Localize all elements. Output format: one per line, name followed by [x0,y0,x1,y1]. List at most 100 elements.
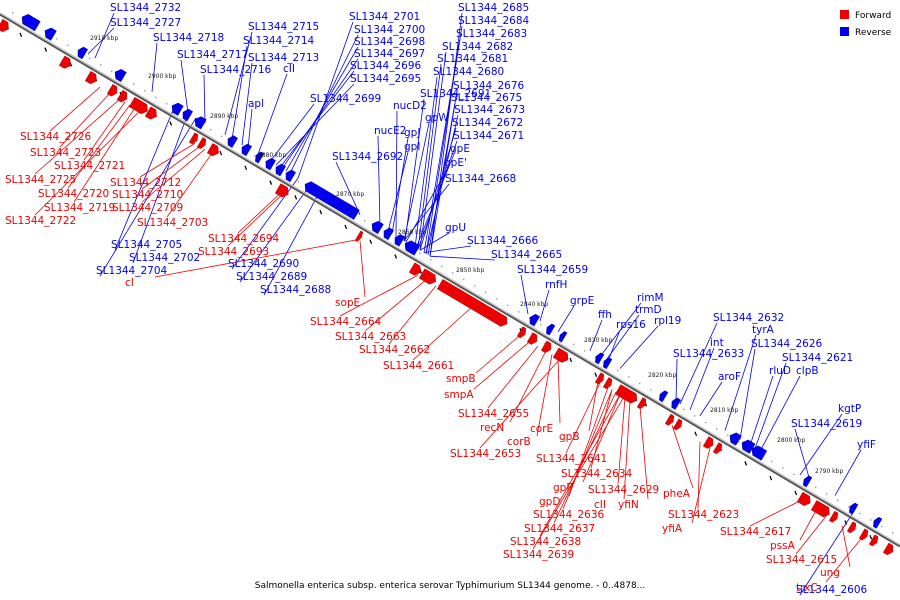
forward-gene-label: SL1344_2634 [561,468,633,480]
forward-gene-label: SL1344_2703 [137,217,208,229]
backbone-mark [769,475,773,481]
reverse-gene-label: SL1344_2689 [236,271,307,283]
reverse-gene-label: SL1344_2621 [782,352,853,364]
reverse-leader-line [607,329,621,362]
backbone-dot [133,83,135,86]
forward-gene-arrow [58,55,71,69]
reverse-gene-label: SL1344_2683 [456,28,527,40]
forward-leader-line [841,525,851,568]
backbone-mark [319,209,323,215]
forward-gene-arrow [128,97,148,115]
reverse-gene-arrow [194,116,207,130]
backbone-dot [364,220,366,222]
forward-leader-line [617,397,626,485]
forward-gene-label: SL1344_2639 [503,549,574,561]
forward-leader-line [539,394,621,537]
tick-label: 2800 kbp [777,437,805,444]
backbone-dot [870,519,872,521]
forward-gene-label: SL1344_2709 [112,202,183,214]
backbone-dot [12,12,14,14]
backbone-dot [452,272,454,274]
reverse-leader-line [269,103,315,162]
reverse-gene-arrow [803,475,813,488]
reverse-gene-label: gpI [404,141,420,153]
forward-leader-line [479,358,561,449]
reverse-gene-label: SL1344_2680 [433,66,504,78]
reverse-gene-arrow [182,108,193,122]
forward-gene-label: SL1344_2719 [44,202,115,214]
reverse-gene-label: SL1344_2691 [420,88,491,100]
reverse-gene-label: SL1344_2665 [491,249,562,261]
reverse-gene-label: SL1344_2702 [129,252,200,264]
reverse-leader-line [759,375,801,452]
forward-leader-line [565,382,601,454]
backbone-dot [826,493,828,495]
backbone-mark [244,165,248,171]
backbone-dot [210,129,212,131]
forward-leader-line [795,516,827,555]
forward-gene-label: SL1344_2722 [5,215,76,227]
backbone-dot [265,161,267,164]
reverse-gene-label: rimM [637,292,664,304]
forward-leader-line [237,193,281,234]
forward-gene-label: SL1344_2623 [668,509,739,521]
forward-gene-arrow [594,372,605,385]
forward-gene-arrow [882,542,894,556]
tick-label: 2820 kbp [648,372,676,379]
reverse-gene-arrow [849,502,859,515]
backbone-mark [369,239,373,244]
backbone-dot [727,434,729,437]
backbone-dot [639,382,641,385]
forward-gene-arrow [116,89,128,103]
forward-gene-arrow [702,436,714,449]
reverse-gene-label: grpE [570,295,594,307]
reverse-leader-line [297,21,354,179]
reverse-gene-label: SL1344_2666 [467,235,539,247]
forward-gene-arrow [144,106,157,120]
reverse-leader-line [739,348,756,440]
reverse-gene-label: apl [248,98,264,110]
reverse-gene-arrow [729,432,742,446]
reverse-gene-label: SL1344_2676 [453,80,525,92]
forward-leader-line [639,406,649,500]
legend-reverse-label: Reverse [855,28,892,38]
forward-gene-label: ung [820,567,840,579]
reverse-leader-line [834,449,862,496]
reverse-gene-label: SL1344_2681 [437,53,508,65]
backbone-mark [794,490,798,496]
reverse-gene-label: SL1344_2695 [350,73,421,85]
reverse-gene-label: SL1344_2727 [110,17,181,29]
reverse-gene-label: SL1344_2732 [110,2,181,14]
forward-gene-label: smpA [444,389,474,401]
backbone-dot [694,415,696,417]
forward-leader-line [141,148,206,203]
reverse-leader-line [799,507,857,596]
backbone-mark [869,535,873,540]
reverse-gene-label: SL1344_2714 [243,35,315,47]
reverse-gene-arrow [114,69,127,83]
reverse-gene-arrow [751,445,768,461]
reverse-gene-label: gpE [450,143,470,155]
forward-gene-label: corB [507,436,531,448]
reverse-leader-line [403,122,430,241]
forward-gene-arrow [868,534,879,547]
reverse-leader-line [419,232,450,251]
forward-gene-arrow [354,230,364,242]
backbone-dot [89,57,91,60]
reverse-gene-label: SL1344_2684 [458,15,530,27]
reverse-gene-arrow [227,135,238,148]
backbone-mark [394,254,398,259]
reverse-gene-label: SL1344_2688 [260,284,331,296]
backbone-mark [269,180,273,185]
reverse-leader-line [419,51,447,251]
reverse-gene-label: SL1344_2632 [713,312,784,324]
backbone-mark [169,121,173,126]
forward-leader-line [141,145,201,190]
backbone-dot [111,70,113,73]
reverse-leader-line [404,98,425,242]
forward-gene-label: SL1344_2693 [198,246,269,258]
backbone-dot [441,265,443,268]
forward-gene-arrow [858,528,869,541]
reverse-leader-line [151,42,158,92]
reverse-gene-label: SL1344_2671 [453,130,524,142]
